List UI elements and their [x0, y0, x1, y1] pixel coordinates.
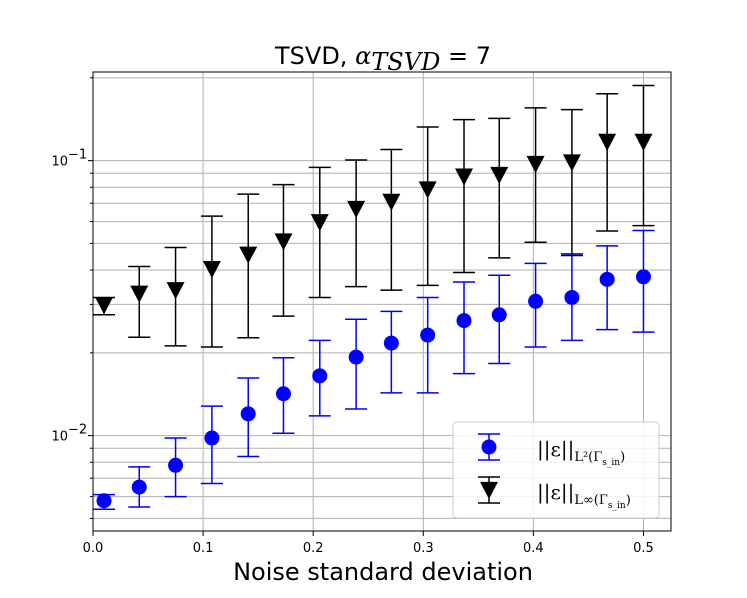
data-point-l2 — [96, 493, 112, 509]
data-point-l2 — [383, 335, 399, 351]
series-linf — [93, 84, 655, 348]
legend-box — [452, 421, 660, 519]
data-point-l2 — [131, 479, 147, 495]
data-point-l2 — [275, 386, 291, 402]
data-point-l2 — [168, 457, 184, 473]
data-point-l2 — [491, 307, 507, 323]
x-axis-label: Noise standard deviation — [233, 558, 533, 586]
x-tick-label: 0.4 — [523, 541, 544, 556]
legend-label-linf: ||ε||L∞(Γs_in) — [537, 480, 631, 511]
data-point-l2 — [420, 327, 436, 343]
y-tick-label: 10 — [51, 430, 68, 445]
data-point-l2 — [348, 349, 364, 365]
chart-title: TSVD, αTSVD = 7 — [274, 42, 491, 76]
y-tick-exponent: −2 — [68, 423, 87, 438]
x-tick-label: 0.5 — [633, 541, 654, 556]
y-tick-exponent: −1 — [68, 148, 87, 163]
data-point-linf — [634, 133, 653, 151]
y-tick-label: 10 — [51, 155, 68, 170]
x-tick-label: 0.0 — [83, 541, 104, 556]
legend: ||ε||L²(Γs_in) ||ε||L∞(Γs_in) — [452, 421, 660, 519]
legend-marker-l2 — [478, 433, 500, 461]
data-point-linf — [130, 285, 149, 303]
series-l2 — [93, 229, 655, 510]
data-point-l2 — [635, 269, 651, 285]
data-point-linf — [274, 233, 293, 251]
data-point-linf — [166, 282, 185, 300]
legend-symbol — [480, 481, 498, 499]
data-point-linf — [455, 168, 474, 186]
data-point-linf — [239, 246, 258, 264]
series-layer — [93, 84, 655, 510]
legend-marker-linf — [478, 476, 500, 504]
plot-area-frame — [92, 71, 672, 532]
data-point-linf — [310, 214, 329, 232]
legend-label-l2: ||ε||L²(Γs_in) — [537, 437, 625, 468]
data-point-linf — [95, 297, 114, 315]
data-point-linf — [347, 200, 366, 218]
data-point-linf — [490, 166, 509, 184]
x-tick-label: 0.3 — [413, 541, 434, 556]
data-point-linf — [598, 133, 617, 151]
legend-symbol — [481, 439, 497, 455]
data-point-linf — [562, 154, 581, 172]
axis-ticks: 0.0 0.1 0.2 0.3 0.4 0.510−210−1 — [51, 77, 654, 556]
data-point-l2 — [528, 293, 544, 309]
data-point-l2 — [564, 289, 580, 305]
data-point-linf — [382, 193, 401, 211]
data-point-linf — [418, 181, 437, 199]
data-point-l2 — [599, 271, 615, 287]
data-point-l2 — [240, 406, 256, 422]
data-point-linf — [526, 155, 545, 174]
data-point-linf — [202, 261, 221, 279]
data-point-l2 — [204, 430, 220, 446]
data-point-l2 — [456, 313, 472, 329]
data-point-l2 — [312, 368, 328, 384]
x-tick-label: 0.1 — [193, 541, 214, 556]
x-tick-label: 0.2 — [303, 541, 324, 556]
